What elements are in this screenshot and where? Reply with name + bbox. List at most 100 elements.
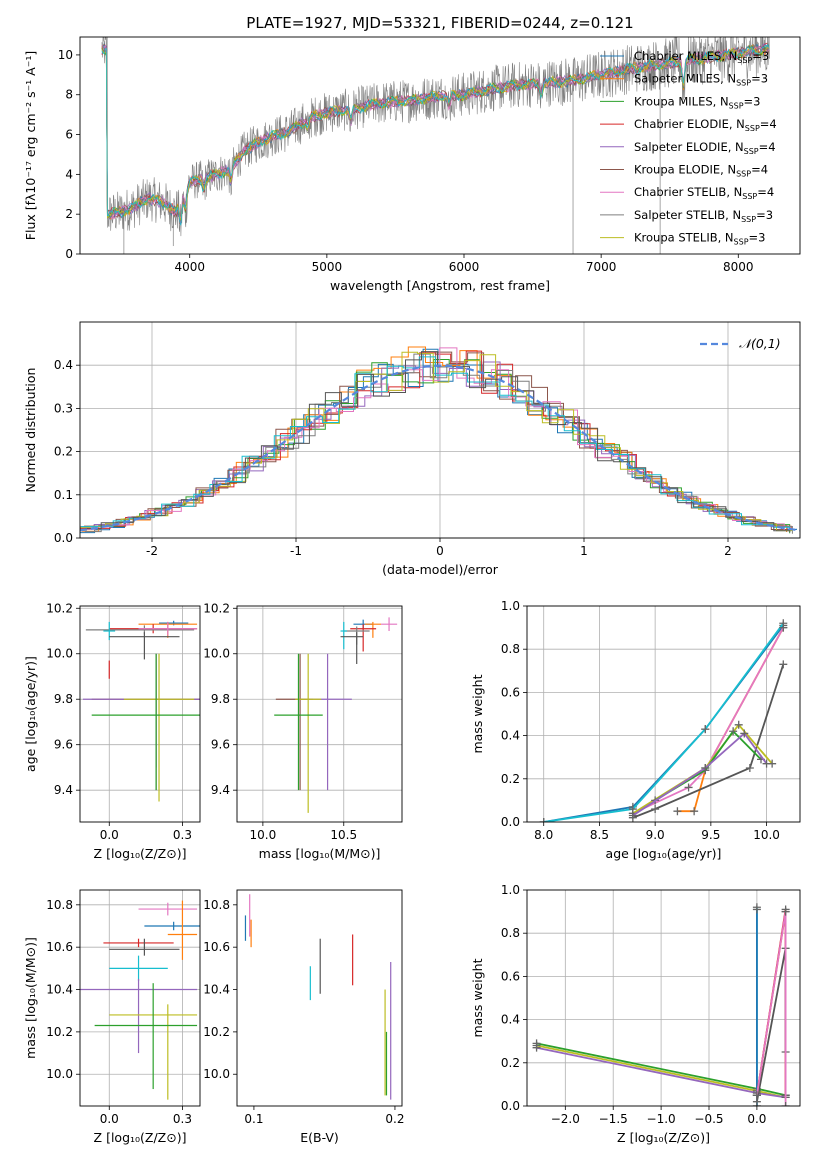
legend-label: 𝒩(0,1) [739,336,781,351]
legend-label: Chabrier ELODIE, NSSP=4 [634,117,777,133]
data-marker [729,727,738,736]
x-tick-label: 2 [724,544,732,558]
x-tick-label: 5000 [312,260,343,274]
x-tick-label: −1.0 [647,1112,676,1126]
y-axis-label: mass weight [470,958,485,1037]
mass-weight-line [543,622,785,822]
x-tick-label: 0.3 [173,828,192,842]
axes-frame [526,605,801,823]
data-marker [651,805,660,814]
mass-weight-line [632,732,768,817]
x-axis-label: E(B-V) [300,1130,339,1145]
y-tick-label: 9.4 [54,783,73,797]
y-tick-label: 0.1 [54,488,73,502]
y-tick-label: 0.4 [54,358,73,372]
x-tick-label: −2.0 [551,1112,580,1126]
y-tick-label: 10.0 [46,1067,73,1081]
y-tick-label: 0.8 [501,642,520,656]
axes-frame [79,605,201,823]
y-tick-label: 0.0 [54,531,73,545]
y-tick-label: 10.6 [203,940,230,954]
x-axis-label: Z [log₁₀(Z/Z⊙)] [617,1130,710,1145]
axes-mass_vs_ebv: 0.1 0.2 10.0 10.2 10.4 10.6 10.8 E(B-V) [203,889,404,1145]
y-tick-label: 10.0 [46,647,73,661]
axes-mass_weight_vs_Z: −2.0 −1.5 −1.0 −0.5 0.0 0.0 0.2 0.4 0.6 0.8 1.0 Z [… [470,883,801,1145]
axes-mass_vs_Z: 0.0 0.3 10.0 10.2 10.4 10.6 10.8 Z [log₁₀(Z/Z⊙)… [23,889,201,1145]
histogram-step [80,348,797,534]
y-tick-label: 0.0 [501,815,520,829]
y-tick-label: 0.2 [501,1056,520,1070]
x-axis-label: Z [log₁₀(Z/Z⊙)] [94,846,187,861]
plot-area-age_vs_mass [274,617,398,813]
x-tick-label: 9.5 [701,828,720,842]
data-marker [779,623,788,632]
x-tick-label: 0.1 [244,1112,263,1126]
y-tick-label: 0.4 [501,729,520,743]
plot-area-mass_weight_vs_age [539,619,788,822]
y-tick-label: 9.6 [211,738,230,752]
data-marker [532,1043,541,1052]
legend-label: Salpeter MILES, NSSP=3 [634,72,768,88]
y-tick-label: 10 [58,48,73,62]
y-tick-label: 10.0 [203,1067,230,1081]
data-marker [752,1091,761,1100]
y-tick-label: 8 [65,88,73,102]
y-tick-label: 1.0 [501,599,520,613]
mass-weight-line [632,627,785,815]
legend-label: Kroupa STELIB, NSSP=3 [634,231,765,247]
y-tick-label: 0.8 [501,926,520,940]
data-marker [781,907,790,916]
x-axis-label: Z [log₁₀(Z/Z⊙)] [94,1130,187,1145]
data-marker [701,725,710,734]
x-tick-label: 10.5 [330,828,357,842]
legend-label: Chabrier MILES, NSSP=3 [634,49,769,65]
x-tick-label: 0.0 [100,1112,119,1126]
data-marker [781,1102,790,1106]
axes-frame [236,605,403,823]
plot-area-age_vs_Z [82,620,200,802]
y-tick-label: 10.4 [203,983,230,997]
x-tick-label: 0.0 [100,828,119,842]
x-axis-label: age [log₁₀(age/yr)] [606,846,722,861]
y-tick-label: 0 [65,247,73,261]
histogram-step [81,356,791,530]
y-tick-label: 2 [65,207,73,221]
axes-frame [526,889,801,1107]
y-tick-label: 6 [65,128,73,142]
data-marker [701,764,710,772]
y-tick-label: 0.0 [501,1099,520,1113]
x-tick-label: 8.5 [590,828,609,842]
y-tick-label: 9.6 [54,738,73,752]
data-marker [752,905,761,914]
x-tick-label: -2 [146,544,158,558]
y-tick-label: 10.2 [203,601,230,615]
x-axis-label: mass [log₁₀(M/M⊙)] [259,846,381,861]
x-tick-label: −0.5 [694,1112,723,1126]
x-tick-label: 9.0 [646,828,665,842]
data-marker [740,729,749,738]
data-marker [779,660,788,669]
y-tick-label: 10.2 [46,1025,73,1039]
y-tick-label: 10.2 [46,601,73,615]
axes-frame [79,321,801,539]
axes-spectrum: 4000 5000 6000 7000 8000 0 2 4 6 8 10 wavelength [A… [23,36,801,293]
y-axis-label: mass [log₁₀(M/M⊙)] [23,937,38,1059]
legend-label: Kroupa MILES, NSSP=3 [634,94,760,110]
x-tick-label: 0 [436,544,444,558]
data-marker [673,807,682,816]
y-tick-label: 10.8 [203,898,230,912]
data-marker [628,811,637,820]
y-axis-label: age [log₁₀(age/yr)] [23,656,38,772]
axes-mass_weight_vs_age: 8.0 8.5 9.0 9.5 10.0 0.0 0.2 0.4 0.6 0.8 1.0 age [l… [470,599,801,861]
axes-residuals: -2 -1 0 1 2 0.0 0.1 0.2 0.3 0.4 (data-model)/error… [23,321,801,577]
mass-weight-line [756,948,787,1102]
y-tick-label: 1.0 [501,883,520,897]
x-tick-label: 0.2 [385,1112,404,1126]
y-axis-label: Normed distribution [23,368,38,493]
spectrum-legend: Chabrier MILES, NSSP=3 Salpeter MILES, NS… [600,49,777,247]
y-tick-label: 9.8 [211,692,230,706]
legend-label: Salpeter ELODIE, NSSP=4 [634,140,776,156]
data-marker [684,783,693,792]
